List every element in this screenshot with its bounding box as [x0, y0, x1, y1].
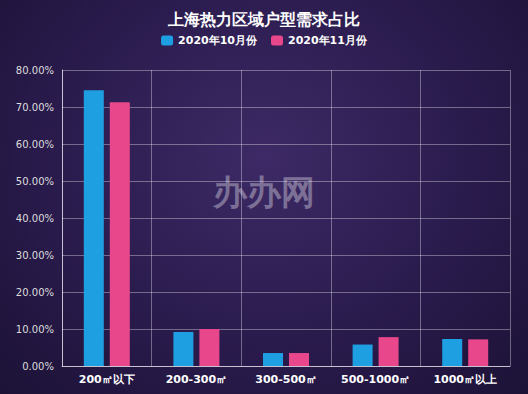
svg-text:1000㎡以上: 1000㎡以上 [433, 373, 497, 386]
svg-text:500-1000㎡: 500-1000㎡ [341, 373, 410, 386]
svg-text:60.00%: 60.00% [16, 139, 54, 150]
svg-text:20.00%: 20.00% [16, 287, 54, 298]
svg-text:200-300㎡: 200-300㎡ [166, 373, 228, 386]
svg-text:30.00%: 30.00% [16, 250, 54, 261]
svg-text:300-500㎡: 300-500㎡ [255, 373, 317, 386]
svg-text:0.00%: 0.00% [22, 361, 54, 372]
svg-text:2020年10月份: 2020年10月份 [178, 34, 258, 47]
svg-text:上海热力区域户型需求占比: 上海热力区域户型需求占比 [167, 10, 360, 29]
svg-text:10.00%: 10.00% [16, 324, 54, 335]
svg-text:200㎡以下: 200㎡以下 [79, 373, 135, 386]
svg-text:2020年11月份: 2020年11月份 [288, 34, 368, 47]
svg-text:80.00%: 80.00% [16, 65, 54, 76]
svg-text:40.00%: 40.00% [16, 213, 54, 224]
svg-text:办办网: 办办网 [212, 172, 315, 212]
svg-text:70.00%: 70.00% [16, 102, 54, 113]
svg-text:50.00%: 50.00% [16, 176, 54, 187]
